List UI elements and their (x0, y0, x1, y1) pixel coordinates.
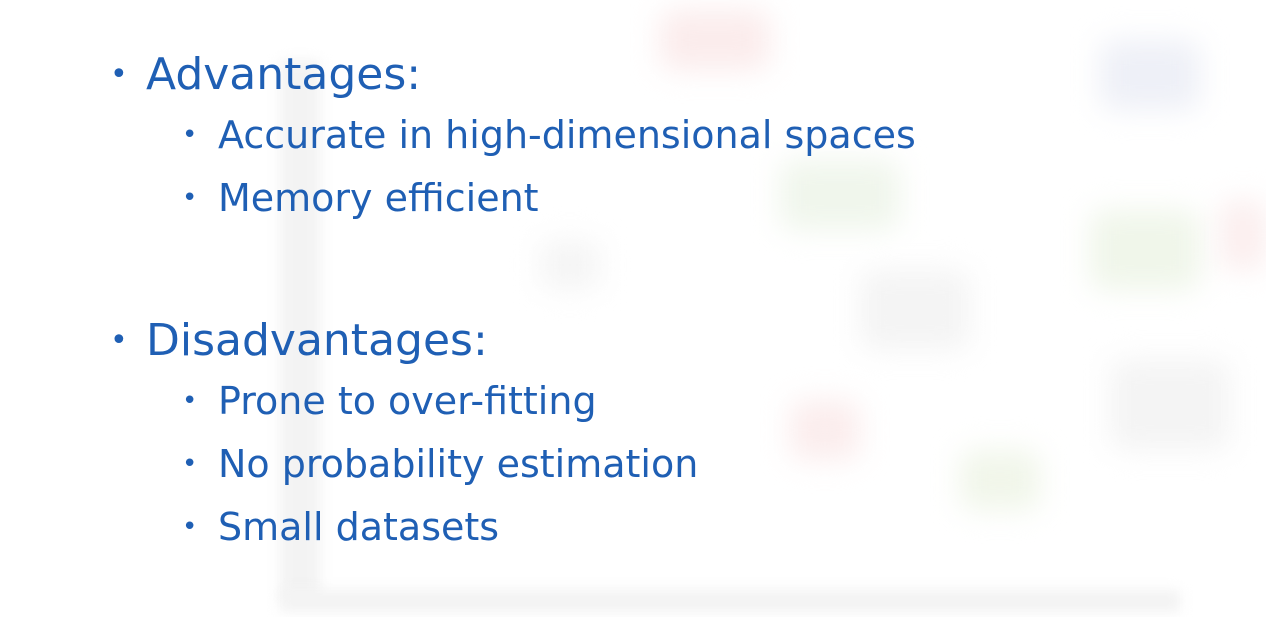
list-item-text: Prone to over-fitting (218, 379, 597, 423)
list-item: • Memory efficient (0, 167, 1266, 230)
section-heading: • Disadvantages: (0, 312, 1266, 370)
list-item: • Small datasets (0, 496, 1266, 559)
bullet: • (110, 57, 128, 92)
list-item-text: Accurate in high-dimensional spaces (218, 113, 916, 157)
disadvantages-list: • Prone to over-fitting • No probability… (0, 370, 1266, 559)
watermark-shape (280, 590, 1180, 612)
bullet: • (182, 449, 198, 479)
disadvantages-heading: Disadvantages: (146, 315, 488, 366)
bullet: • (182, 512, 198, 542)
list-item: • No probability estimation (0, 433, 1266, 496)
list-item: • Accurate in high-dimensional spaces (0, 104, 1266, 167)
list-item-text: Memory efficient (218, 176, 539, 220)
bullet: • (182, 120, 198, 150)
watermark-shape (540, 240, 600, 290)
advantages-list: • Accurate in high-dimensional spaces • … (0, 104, 1266, 230)
bullet: • (110, 323, 128, 358)
list-item-text: No probability estimation (218, 442, 699, 486)
section-heading: • Advantages: (0, 46, 1266, 104)
bullet: • (182, 386, 198, 416)
list-item-text: Small datasets (218, 505, 500, 549)
advantages-section: • Advantages: • Accurate in high-dimensi… (0, 46, 1266, 230)
disadvantages-section: • Disadvantages: • Prone to over-fitting… (0, 312, 1266, 559)
list-item: • Prone to over-fitting (0, 370, 1266, 433)
advantages-heading: Advantages: (146, 49, 422, 100)
bullet: • (182, 183, 198, 213)
